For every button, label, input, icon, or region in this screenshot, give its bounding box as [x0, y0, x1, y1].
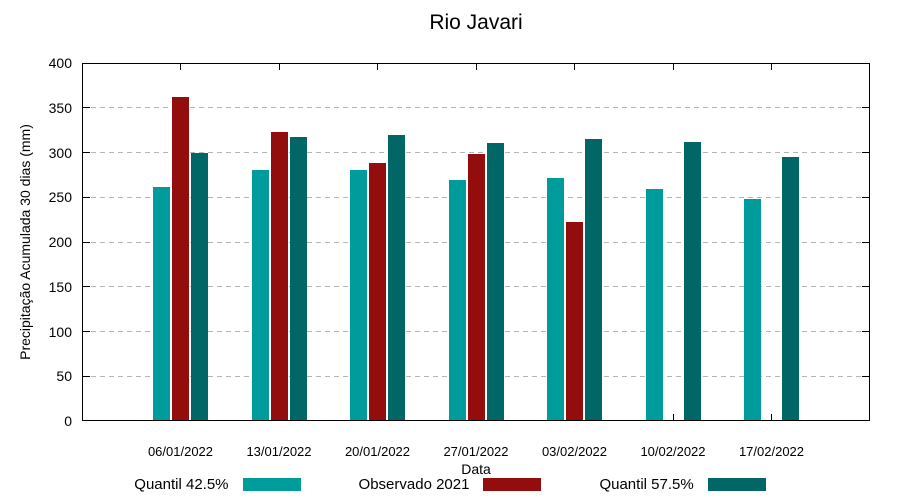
x-tick-label: 06/01/2022 [147, 444, 214, 459]
bar [547, 178, 564, 421]
y-tick-label: 400 [48, 55, 72, 71]
x-axis-label: Data [461, 461, 491, 477]
x-tick-label: 13/01/2022 [246, 444, 312, 459]
y-tick-label: 350 [48, 99, 72, 116]
legend-swatch [483, 477, 542, 491]
legend-swatch [242, 477, 301, 491]
y-tick-label: 250 [48, 189, 72, 206]
bar [289, 137, 307, 421]
x-axis-tick-top [574, 63, 575, 70]
y-axis-tick-right [862, 331, 870, 332]
bar [270, 131, 288, 421]
x-axis-tick-bottom [672, 414, 674, 421]
y-axis-tick [82, 241, 90, 243]
gridline [82, 107, 870, 109]
bar [191, 152, 208, 421]
chart-title: Rio Javari [429, 11, 523, 34]
x-axis-tick-top [672, 63, 674, 70]
bar [744, 199, 761, 421]
bar [566, 222, 583, 421]
y-axis-tick-right [862, 286, 870, 288]
y-axis-tick-right [862, 196, 870, 198]
x-axis-tick-top [180, 63, 181, 70]
bar [350, 169, 367, 421]
bar [251, 170, 269, 421]
x-tick-label: 20/01/2022 [344, 444, 411, 459]
bar [467, 154, 485, 421]
legend-label: Quantil 57.5% [599, 475, 694, 493]
x-axis-tick-bottom [771, 414, 772, 421]
bar [172, 97, 189, 421]
bar [486, 142, 504, 421]
y-axis-tick [82, 196, 90, 198]
bar [448, 180, 466, 421]
legend-swatch [707, 477, 766, 491]
y-axis-tick-right [862, 152, 870, 153]
bar [388, 134, 405, 421]
legend-label: Observado 2021 [358, 475, 470, 493]
x-axis-tick-top [771, 63, 772, 70]
y-axis-tick [82, 286, 90, 288]
gridline [82, 152, 870, 153]
x-tick-label: 17/02/2022 [738, 444, 805, 459]
x-tick-label: 10/02/2022 [640, 444, 706, 459]
bar [645, 189, 663, 421]
x-axis-tick-top [377, 63, 378, 70]
y-axis-tick [82, 331, 90, 332]
bar [683, 141, 701, 421]
y-tick-label: 0 [64, 413, 72, 429]
legend: Quantil 42.5% Observado 2021 Quantil 57.5% [0, 473, 900, 495]
y-axis-tick-right [862, 107, 870, 109]
y-tick-label: 300 [48, 144, 72, 161]
bar [153, 187, 170, 421]
bar [585, 139, 602, 421]
plot-area [82, 63, 870, 421]
y-axis-tick [82, 107, 90, 109]
legend-entry: Observado 2021 [359, 476, 542, 493]
y-axis-tick [82, 375, 90, 377]
y-axis-tick-right [862, 241, 870, 243]
legend-entry: Quantil 42.5% [134, 475, 301, 493]
bar [782, 156, 799, 421]
legend-entry: Quantil 57.5% [599, 475, 766, 493]
x-tick-label: 03/02/2022 [541, 444, 608, 459]
y-tick-label: 200 [48, 234, 72, 250]
x-tick-label: 27/01/2022 [443, 444, 509, 459]
x-axis-tick-top [278, 63, 280, 70]
y-axis-tick [82, 152, 90, 153]
x-axis-tick-top [475, 63, 477, 70]
bar [369, 163, 386, 421]
y-tick-label: 150 [48, 278, 72, 295]
y-axis-tick-right [862, 375, 870, 377]
legend-label: Quantil 42.5% [134, 475, 229, 493]
y-tick-label: 100 [48, 323, 72, 340]
y-tick-label: 50 [56, 368, 72, 385]
